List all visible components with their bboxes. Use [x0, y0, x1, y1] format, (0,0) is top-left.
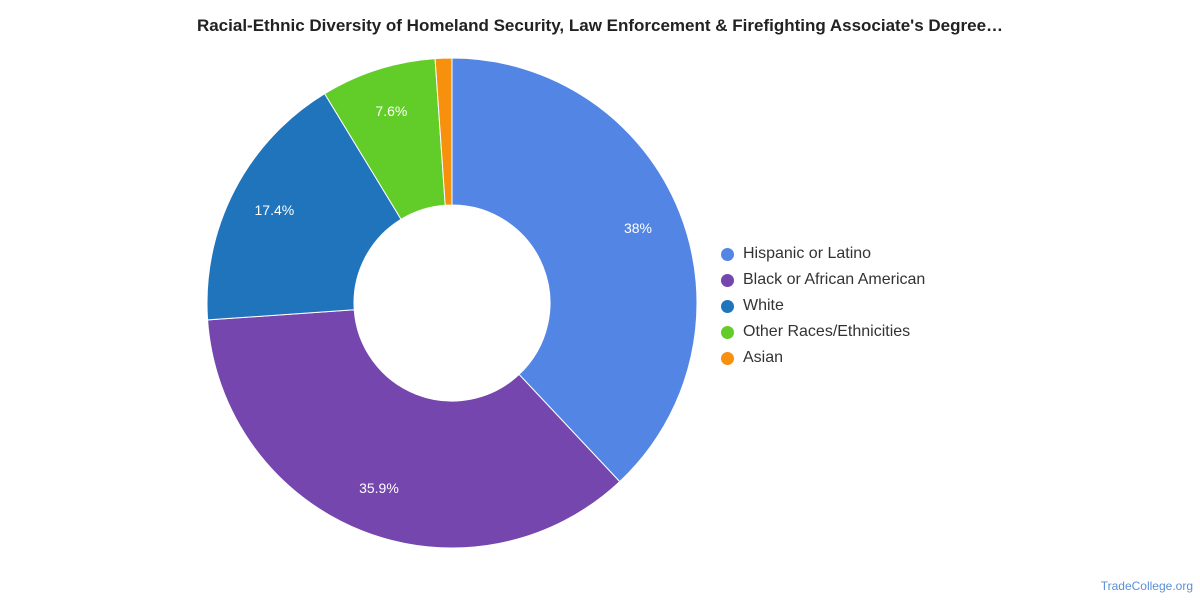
donut-slice-black-or-african-american[interactable]	[207, 309, 621, 549]
legend-item-asian[interactable]: Asian	[721, 345, 925, 371]
legend-swatch	[721, 351, 734, 365]
source-credit[interactable]: TradeCollege.org	[1100, 579, 1193, 593]
slice-data-label: 35.9%	[359, 480, 399, 496]
legend-item-black[interactable]: Black or African American	[721, 267, 925, 293]
donut-slice-hispanic-or-latino[interactable]	[451, 57, 698, 483]
legend-swatch	[721, 325, 734, 339]
legend-swatch	[721, 247, 734, 261]
legend-label: White	[743, 297, 784, 314]
slice-data-label: 17.4%	[255, 202, 295, 218]
chart-legend: Hispanic or Latino Black or African Amer…	[721, 241, 925, 371]
legend-swatch	[721, 273, 734, 287]
legend-item-hispanic[interactable]: Hispanic or Latino	[721, 241, 925, 267]
slice-data-label: 38%	[624, 220, 652, 236]
legend-item-other[interactable]: Other Races/Ethnicities	[721, 319, 925, 345]
donut-slice-white[interactable]	[206, 93, 402, 321]
chart-title: Racial-Ethnic Diversity of Homeland Secu…	[196, 16, 1004, 35]
legend-swatch	[721, 299, 734, 313]
slice-data-label: 7.6%	[375, 103, 407, 119]
legend-item-white[interactable]: White	[721, 293, 925, 319]
legend-label: Asian	[743, 349, 784, 366]
legend-label: Other Races/Ethnicities	[743, 323, 911, 340]
legend-label: Hispanic or Latino	[743, 245, 872, 262]
donut-slice-asian[interactable]	[434, 57, 453, 206]
legend-label: Black or African American	[743, 271, 926, 288]
